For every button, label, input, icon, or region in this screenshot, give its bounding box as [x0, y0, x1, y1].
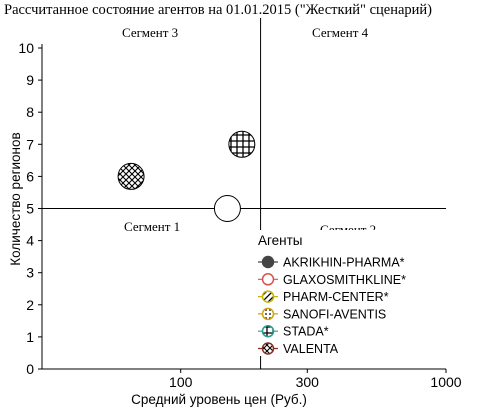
y-tick-label: 6 [26, 168, 34, 184]
segment-label: Сегмент 4 [312, 25, 369, 40]
legend-marker [261, 290, 275, 303]
y-tick-label: 7 [26, 136, 34, 152]
data-point [228, 130, 256, 158]
legend-marker [261, 255, 275, 269]
legend-title: Агенты [258, 233, 302, 248]
legend-marker [261, 324, 275, 338]
legend-label: SANOFI-AVENTIS [283, 307, 386, 321]
y-tick-label: 1 [26, 329, 34, 345]
legend-label: PHARM-CENTER* [283, 290, 389, 304]
y-tick-label: 8 [26, 104, 34, 120]
legend-label: GLAXOSMITHKLINE* [283, 273, 406, 287]
segment-label: Сегмент 3 [122, 25, 178, 40]
legend: Агенты AKRIKHIN-PHARMA* GLAXOSMITHKLINE* P… [250, 230, 428, 356]
x-tick-label: 300 [296, 374, 320, 390]
y-tick-label: 0 [26, 361, 34, 377]
y-tick-label: 3 [26, 265, 34, 281]
chart-title: Рассчитанное состояние агентов на 01.01.… [4, 2, 432, 18]
y-tick-label: 9 [26, 72, 34, 88]
data-point [213, 195, 241, 222]
legend-label: STADA* [283, 325, 329, 339]
y-tick-label: 4 [26, 233, 34, 249]
x-axis-title: Средний уровень цен (Руб.) [131, 392, 307, 407]
y-tick-label: 2 [26, 297, 34, 313]
data-point [117, 162, 145, 190]
segment-label: Сегмент 1 [124, 219, 180, 234]
x-tick-label: 100 [169, 374, 193, 390]
legend-label: VALENTA [283, 342, 339, 356]
y-axis-title: Количество регионов [8, 132, 23, 265]
y-tick-label: 10 [18, 40, 34, 56]
y-tick-label: 5 [26, 201, 34, 217]
legend-marker [261, 273, 275, 286]
legend-marker [261, 342, 275, 355]
x-tick-label: 1000 [430, 374, 461, 390]
axes: 0 1 2 3 4 5 6 7 8 9 10 100 300 1000 [18, 18, 462, 390]
legend-background [250, 230, 428, 356]
legend-label: AKRIKHIN-PHARMA* [283, 256, 405, 270]
legend-marker [261, 307, 275, 321]
